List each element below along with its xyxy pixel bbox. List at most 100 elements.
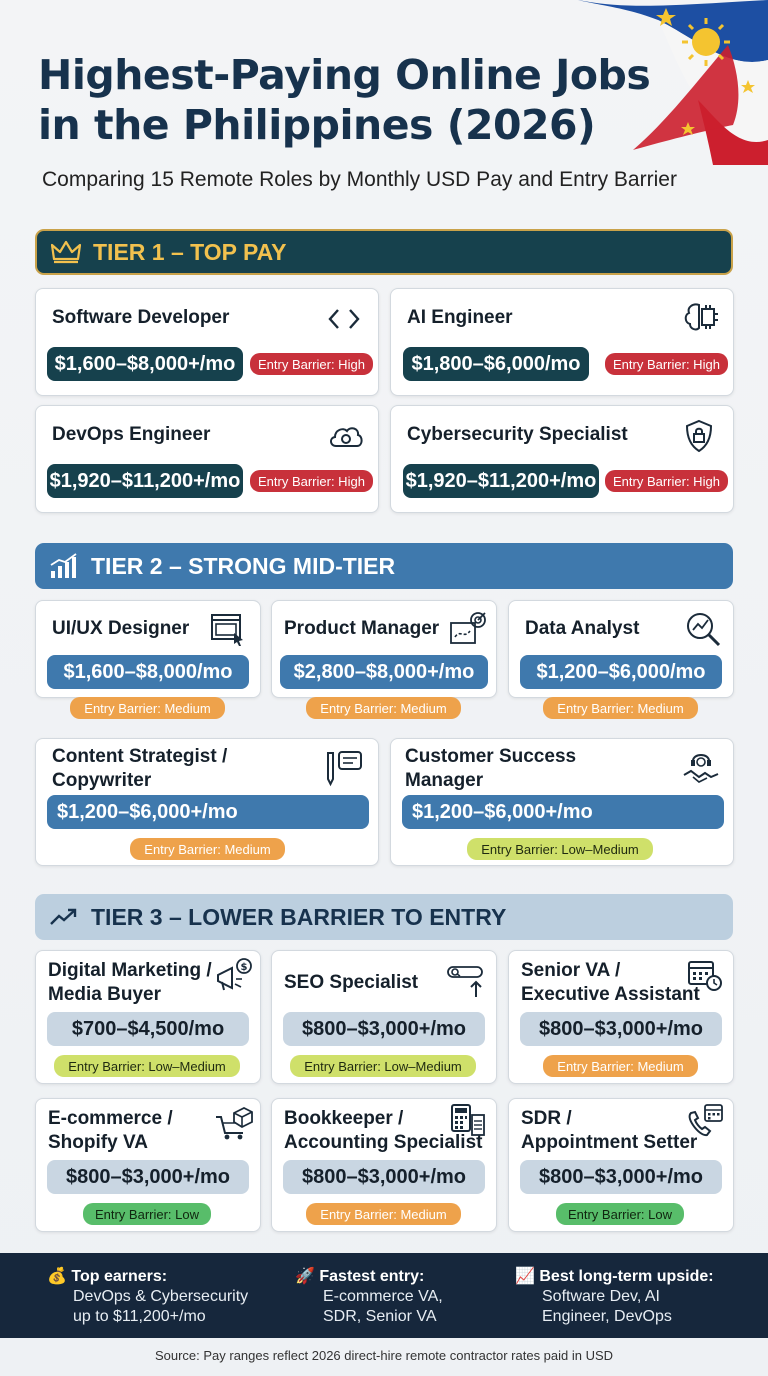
job-card-sdr: SDR / Appointment Setter $800–$3,000+/mo…	[508, 1098, 734, 1232]
job-title: E-commerce / Shopify VA	[48, 1107, 173, 1155]
pay-range: $1,200–$6,000+/mo	[402, 795, 724, 829]
pay-range: $1,920–$11,200+/mo	[47, 464, 243, 498]
cloud-gear-icon	[326, 416, 366, 456]
entry-barrier-badge: Entry Barrier: High	[605, 353, 728, 375]
job-title-line-2: Appointment Setter	[521, 1132, 698, 1153]
job-title: SEO Specialist	[284, 972, 419, 993]
job-title-line-2: Copywriter	[52, 770, 152, 791]
svg-text:$: $	[241, 962, 248, 973]
entry-barrier-badge: Entry Barrier: Low–Medium	[467, 838, 653, 860]
footer-line-1: Software Dev, AI	[542, 1288, 660, 1305]
cart-box-icon	[214, 1103, 254, 1143]
entry-barrier-badge: Entry Barrier: Medium	[70, 697, 225, 719]
job-title: DevOps Engineer	[52, 424, 211, 445]
title-line-2: in the Philippines (2026)	[38, 101, 596, 149]
pay-range: $800–$3,000+/mo	[520, 1160, 722, 1194]
job-card-content-strategist: Content Strategist / Copywriter $1,200–$…	[35, 738, 379, 866]
source-note: Source: Pay ranges reflect 2026 direct-h…	[154, 1348, 614, 1363]
entry-barrier-badge: Entry Barrier: High	[250, 353, 373, 375]
brain-chip-icon	[681, 297, 721, 337]
job-card-seo-specialist: SEO Specialist $800–$3,000+/mo Entry Bar…	[271, 950, 497, 1084]
tier-3-label: TIER 3 – LOWER BARRIER TO ENTRY	[91, 903, 507, 930]
job-card-digital-marketing: Digital Marketing / Media Buyer $ $700–$…	[35, 950, 261, 1084]
page-title: Highest-Paying Online Jobs in the Philip…	[38, 50, 718, 150]
job-title: Digital Marketing / Media Buyer	[48, 959, 212, 1007]
footer-heading: Top earners:	[71, 1268, 168, 1285]
chart-up-icon: 📈	[515, 1268, 535, 1285]
pay-range: $1,920–$11,200+/mo	[403, 464, 599, 498]
crown-icon	[51, 237, 85, 267]
job-title: Data Analyst	[525, 618, 640, 639]
chart-magnifier-icon	[683, 609, 723, 649]
pay-range: $2,800–$8,000+/mo	[280, 655, 488, 689]
phone-calendar-icon	[685, 1101, 725, 1141]
footer-heading: Fastest entry:	[319, 1268, 425, 1285]
job-title-line-1: Bookkeeper /	[284, 1108, 404, 1129]
job-title: Software Developer	[52, 307, 230, 328]
tier-2-label: TIER 2 – STRONG MID-TIER	[91, 552, 396, 579]
tier-1-header: TIER 1 – TOP PAY	[35, 229, 733, 275]
job-card-ui-ux-designer: UI/UX Designer $1,600–$8,000/mo Entry Ba…	[35, 600, 261, 719]
job-title: Bookkeeper / Accounting Specialist	[284, 1107, 482, 1155]
job-title-line-2: Executive Assistant	[521, 984, 700, 1005]
job-title-line-1: Customer Success	[405, 746, 577, 767]
job-card-devops-engineer: DevOps Engineer $1,920–$11,200+/mo Entry…	[35, 405, 379, 513]
job-card-product-manager: Product Manager $2,800–$8,000+/mo Entry …	[271, 600, 497, 719]
bar-chart-icon	[49, 551, 83, 581]
headset-handshake-icon	[681, 747, 721, 787]
megaphone-dollar-icon: $	[214, 955, 254, 995]
job-card-senior-va: Senior VA / Executive Assistant $800–$3,…	[508, 950, 734, 1084]
design-window-icon	[208, 609, 248, 649]
calculator-icon	[448, 1101, 488, 1141]
pay-range: $1,800–$6,000/mo	[403, 347, 589, 381]
job-title: Content Strategist / Copywriter	[52, 745, 227, 793]
tier-3-header: TIER 3 – LOWER BARRIER TO ENTRY	[35, 894, 733, 940]
job-title: Cybersecurity Specialist	[407, 424, 628, 445]
job-title-line-1: Content Strategist /	[52, 746, 228, 767]
tier-1-label: TIER 1 – TOP PAY	[93, 238, 287, 265]
footer-line-2: Engineer, DevOps	[542, 1308, 672, 1325]
job-title-line-1: Digital Marketing /	[48, 960, 212, 981]
entry-barrier-badge: Entry Barrier: Low–Medium	[54, 1055, 240, 1077]
footer-heading: Best long-term upside:	[539, 1268, 714, 1285]
footer-long-term-upside: 📈 Best long-term upside: Software Dev, A…	[515, 1267, 714, 1327]
job-title-line-1: SDR /	[521, 1108, 572, 1129]
pay-range: $800–$3,000+/mo	[283, 1012, 485, 1046]
job-title: Product Manager	[284, 618, 440, 639]
entry-barrier-badge: Entry Barrier: Medium	[543, 697, 698, 719]
shield-lock-icon	[679, 416, 719, 456]
footer-fastest-entry: 🚀 Fastest entry: E-commerce VA, SDR, Sen…	[295, 1267, 443, 1327]
footer-line-1: E-commerce VA,	[323, 1288, 443, 1305]
title-line-1: Highest-Paying Online Jobs	[38, 51, 651, 99]
job-card-software-developer: Software Developer $1,600–$8,000+/mo Ent…	[35, 288, 379, 396]
pay-range: $800–$3,000+/mo	[520, 1012, 722, 1046]
pay-range: $1,200–$6,000+/mo	[47, 795, 369, 829]
code-icon	[324, 299, 364, 339]
job-title: Customer Success Manager	[405, 745, 576, 793]
entry-barrier-badge: Entry Barrier: Low–Medium	[290, 1055, 476, 1077]
footer-line-1: DevOps & Cybersecurity	[73, 1288, 249, 1305]
entry-barrier-badge: Entry Barrier: Low	[83, 1203, 211, 1225]
entry-barrier-badge: Entry Barrier: Medium	[130, 838, 285, 860]
footer-line-2: up to $11,200+/mo	[73, 1308, 206, 1325]
entry-barrier-badge: Entry Barrier: High	[605, 470, 728, 492]
pen-speech-icon	[324, 747, 364, 787]
job-title-line-2: Accounting Specialist	[284, 1132, 483, 1153]
job-card-bookkeeper: Bookkeeper / Accounting Specialist $800–…	[271, 1098, 497, 1232]
job-card-data-analyst: Data Analyst $1,200–$6,000/mo Entry Barr…	[508, 600, 734, 719]
job-title-line-1: Senior VA /	[521, 960, 621, 981]
search-bar-arrow-icon	[446, 961, 486, 1001]
job-title: UI/UX Designer	[52, 618, 190, 639]
entry-barrier-badge: Entry Barrier: High	[250, 470, 373, 492]
entry-barrier-badge: Entry Barrier: Medium	[543, 1055, 698, 1077]
pay-range: $800–$3,000+/mo	[47, 1160, 249, 1194]
footer-line-2: SDR, Senior VA	[323, 1308, 437, 1325]
job-card-cybersecurity-specialist: Cybersecurity Specialist $1,920–$11,200+…	[390, 405, 734, 513]
calendar-clock-icon	[685, 955, 725, 995]
pay-range: $1,600–$8,000/mo	[47, 655, 249, 689]
tier-2-header: TIER 2 – STRONG MID-TIER	[35, 543, 733, 589]
summary-footer: 💰 Top earners: DevOps & Cybersecurity up…	[0, 1253, 768, 1338]
job-title: SDR / Appointment Setter	[521, 1107, 697, 1155]
entry-barrier-badge: Entry Barrier: Medium	[306, 697, 461, 719]
job-title-line-2: Shopify VA	[48, 1132, 148, 1153]
